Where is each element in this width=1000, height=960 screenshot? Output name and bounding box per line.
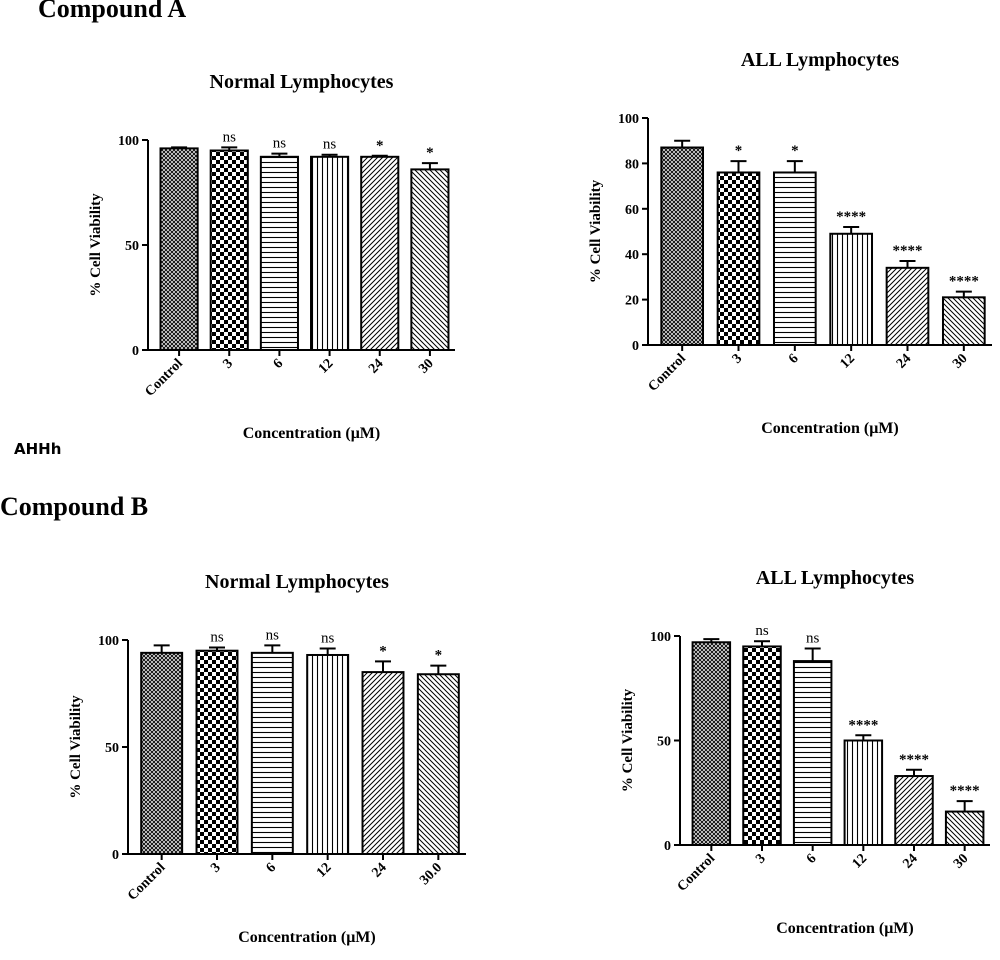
x-tick-label: 6 [804, 851, 820, 867]
significance-label: * [376, 138, 384, 154]
y-tick-label: 100 [618, 112, 639, 127]
bar [772, 171, 817, 346]
significance-label: * [435, 648, 443, 664]
x-tick-label: 24 [900, 851, 921, 872]
significance-label: ns [755, 623, 769, 639]
bar [416, 673, 460, 855]
bar [742, 645, 782, 847]
y-axis-label: % Cell Viability [588, 179, 604, 283]
y-tick-label: 0 [664, 839, 671, 854]
significance-label: ns [806, 631, 820, 647]
chart-title: Normal Lymphocytes [210, 71, 394, 93]
bar [410, 168, 450, 351]
x-axis-label: Concentration (μM) [761, 420, 898, 437]
bar [306, 653, 350, 855]
y-tick-label: 100 [118, 134, 139, 149]
significance-label: **** [950, 783, 980, 799]
y-tick-label: 50 [125, 239, 139, 254]
compound-b-title: Compound B [0, 492, 149, 521]
bar [361, 671, 405, 855]
chart-title: ALL Lymphocytes [741, 49, 900, 71]
x-tick-label: 12 [850, 851, 871, 872]
significance-label: **** [949, 274, 979, 290]
bar [660, 146, 705, 346]
significance-label: * [379, 643, 387, 659]
y-tick-label: 80 [625, 157, 639, 172]
y-tick-label: 20 [625, 294, 639, 309]
significance-label: ns [321, 631, 335, 647]
significance-label: * [791, 143, 799, 159]
y-tick-label: 0 [632, 339, 639, 354]
stray-text-label: AHHh [14, 440, 62, 458]
y-axis-label: % Cell Viability [620, 688, 636, 792]
significance-label: * [735, 143, 743, 159]
bar [250, 651, 294, 856]
significance-label: ns [223, 129, 237, 145]
x-axis-label: Concentration (μM) [238, 929, 375, 946]
bar [894, 775, 934, 847]
y-tick-label: 0 [112, 848, 119, 863]
bar [941, 296, 986, 346]
significance-label: **** [893, 243, 923, 259]
bar [843, 739, 884, 846]
y-tick-label: 0 [132, 344, 139, 359]
significance-label: **** [899, 752, 929, 768]
y-tick-label: 50 [105, 741, 119, 756]
chart-title: Normal Lymphocytes [205, 571, 389, 593]
x-tick-label: 3 [753, 851, 769, 867]
y-axis-label: % Cell Viability [68, 695, 84, 799]
x-axis-label: Concentration (μM) [776, 920, 913, 937]
chart-title: ALL Lymphocytes [756, 567, 915, 589]
x-tick-label: 30 [951, 851, 972, 872]
y-tick-label: 40 [625, 248, 639, 263]
significance-label: ns [273, 136, 287, 152]
bar [259, 155, 299, 351]
compound-a-title: Compound A [38, 0, 187, 23]
y-tick-label: 50 [657, 735, 671, 750]
significance-label: **** [848, 717, 878, 733]
significance-label: ns [323, 137, 337, 153]
bar [792, 660, 833, 847]
bar [716, 171, 761, 346]
x-tick-label: Control [675, 851, 719, 895]
bar [885, 266, 930, 347]
y-tick-label: 100 [650, 630, 671, 645]
bar [159, 147, 199, 351]
bar [691, 641, 732, 847]
y-tick-label: 60 [625, 203, 639, 218]
significance-label: **** [836, 209, 866, 225]
significance-label: ns [266, 627, 280, 643]
bar [310, 155, 350, 351]
bar [209, 149, 249, 351]
y-tick-label: 100 [98, 634, 119, 649]
y-axis-label: % Cell Viability [88, 193, 104, 297]
significance-label: ns [210, 629, 224, 645]
bar [944, 810, 985, 846]
x-axis-label: Concentration (μM) [243, 425, 380, 442]
significance-label: * [426, 145, 434, 161]
